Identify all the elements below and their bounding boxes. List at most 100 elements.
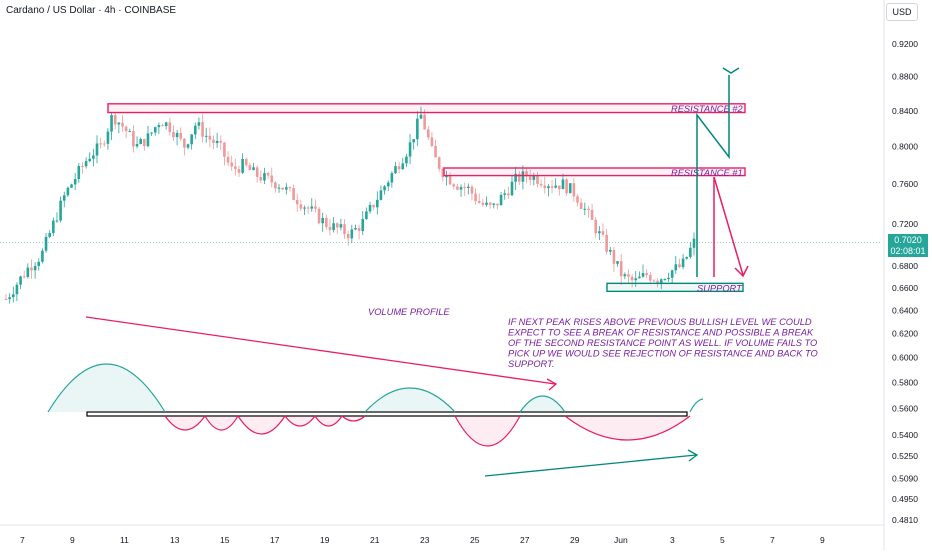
- candle-body: [215, 140, 219, 144]
- candle-body: [608, 250, 612, 252]
- candle-body: [372, 204, 375, 208]
- candle-body: [197, 122, 201, 126]
- candle-body: [532, 175, 536, 180]
- candle-body: [507, 193, 510, 196]
- candle-body: [598, 231, 601, 234]
- candle-body: [456, 186, 459, 190]
- x-tick-label: 25: [470, 535, 480, 545]
- candle-body: [84, 161, 88, 167]
- resistance-box: [107, 103, 746, 114]
- candle-body: [663, 279, 667, 281]
- candle-body: [175, 132, 179, 138]
- candle-body: [678, 264, 681, 268]
- candle-body: [295, 200, 299, 205]
- candle-body: [274, 182, 277, 189]
- x-tick-label: 9: [70, 535, 75, 545]
- candle-body: [416, 118, 419, 140]
- candle-body: [317, 208, 321, 224]
- candle-body: [354, 227, 357, 230]
- candle-body: [605, 234, 608, 252]
- candle-body: [390, 173, 394, 183]
- volume-profile-label: VOLUME PROFILE: [368, 307, 450, 317]
- candle-body: [288, 187, 292, 189]
- candle-body: [124, 126, 128, 132]
- candle-body: [22, 276, 26, 278]
- candle-body: [357, 227, 361, 232]
- volume-profile-baseline: [86, 411, 688, 417]
- y-tick-label: 0.4810: [892, 515, 918, 525]
- candle-body: [587, 208, 590, 210]
- bullish-projection-path: [696, 75, 730, 277]
- candle-body: [230, 162, 233, 167]
- candle-body: [346, 233, 350, 239]
- volume-hump-low: [341, 415, 366, 422]
- candle-body: [652, 280, 656, 282]
- current-price-badge: 0.7020 02:08:01: [888, 234, 928, 257]
- candle-body: [284, 187, 288, 190]
- candle-body: [452, 184, 456, 187]
- candle-body: [332, 223, 335, 231]
- candle-body: [281, 187, 284, 190]
- candle-body: [681, 258, 685, 268]
- candle-body: [219, 140, 223, 143]
- candle-body: [135, 144, 139, 147]
- volume-hump-low: [564, 415, 691, 441]
- candle-body: [656, 280, 659, 284]
- x-tick-label: 27: [520, 535, 530, 545]
- candle-body: [467, 186, 470, 188]
- candle-body: [33, 266, 37, 271]
- candle-body: [314, 206, 317, 209]
- y-tick-label: 0.5400: [892, 430, 918, 440]
- candle-body: [99, 143, 102, 145]
- candle-body: [630, 276, 634, 281]
- candle-body: [361, 219, 365, 232]
- candle-body: [590, 209, 594, 220]
- candle-body: [543, 185, 547, 189]
- chart-title: Cardano / US Dollar · 4h · COINBASE: [6, 5, 177, 16]
- candle-body: [66, 187, 70, 196]
- candle-body: [616, 261, 619, 264]
- candle-body: [303, 207, 306, 209]
- candle-body: [365, 211, 368, 220]
- candle-body: [386, 182, 390, 187]
- y-tick-label: 0.5800: [892, 378, 918, 388]
- candle-body: [550, 186, 554, 188]
- candle-body: [52, 220, 55, 234]
- candle-body: [77, 166, 81, 180]
- candle-body: [201, 122, 204, 137]
- candle-body: [481, 202, 485, 205]
- y-tick-label: 0.6000: [892, 353, 918, 363]
- volume-hump-high: [519, 395, 566, 413]
- candle-body: [659, 279, 663, 284]
- candle-body: [168, 122, 172, 132]
- candle-body: [11, 294, 15, 298]
- candle-body: [208, 135, 212, 140]
- x-tick-label: 7: [20, 535, 25, 545]
- candle-body: [667, 277, 670, 280]
- candle-body: [514, 173, 517, 182]
- analysis-note-line: PICK UP WE WOULD SEE REJECTION OF RESIST…: [508, 349, 818, 359]
- volume-declining-trendline: [85, 316, 556, 385]
- candle-body: [30, 267, 33, 271]
- currency-button[interactable]: USD: [886, 3, 918, 21]
- candle-body: [579, 202, 583, 209]
- candle-body: [397, 166, 401, 170]
- candle-body: [186, 144, 190, 148]
- bullish-arrow-head: [722, 67, 740, 74]
- candle-body: [172, 131, 175, 138]
- candle-body: [379, 190, 383, 200]
- candle-body: [689, 247, 692, 257]
- candle-body: [48, 233, 51, 237]
- candle-body: [339, 224, 343, 228]
- candle-body: [685, 256, 689, 259]
- candle-body: [41, 250, 44, 262]
- candle-body: [132, 131, 135, 147]
- candle-body: [485, 202, 488, 205]
- candle-body: [143, 138, 146, 147]
- candle-body: [627, 274, 630, 277]
- candle-body: [565, 179, 568, 194]
- candle-body: [241, 158, 244, 173]
- candle-body: [405, 156, 408, 164]
